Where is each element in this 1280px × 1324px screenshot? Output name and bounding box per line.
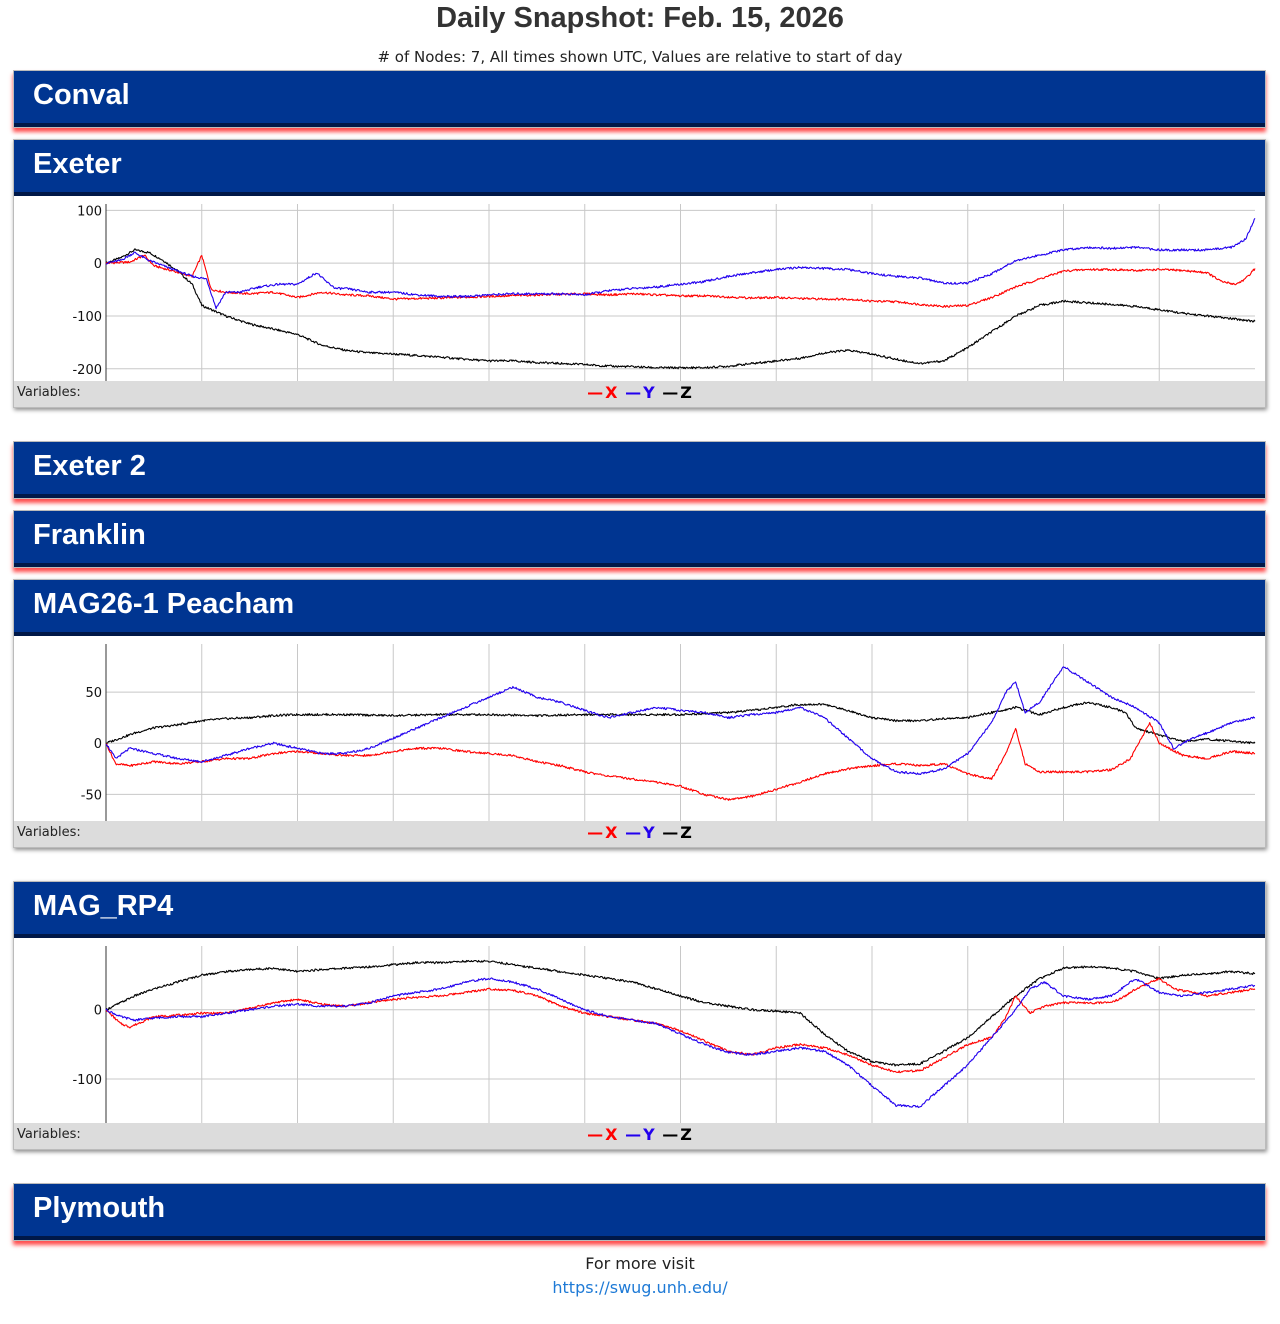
node-panel-conval[interactable]: Conval [13, 70, 1266, 128]
chart-svg-exeter: 15 Feb02:0004:0006:0008:0010:0012:0014:0… [72, 204, 1256, 403]
footer-link[interactable]: https://swug.unh.edu/ [552, 1278, 728, 1297]
variables-label: Variables: [17, 385, 81, 400]
legend: — X — Y — Z [14, 823, 1265, 842]
series-line-x [105, 977, 1256, 1074]
y-tick-label: 100 [77, 204, 102, 219]
variables-bar: Variables: — X — Y — Z [14, 1123, 1265, 1149]
legend-x[interactable]: X [605, 383, 618, 402]
legend-z-dash: — [662, 1125, 679, 1144]
variables-label: Variables: [17, 825, 81, 840]
node-panel-plymouth[interactable]: Plymouth [13, 1183, 1266, 1241]
legend-x-dash: — [587, 1125, 604, 1144]
legend-x-dash: — [587, 383, 604, 402]
y-tick-label: 50 [85, 686, 102, 701]
legend-y-dash: — [625, 1125, 642, 1144]
node-header-plymouth[interactable]: Plymouth [14, 1184, 1265, 1240]
legend-z[interactable]: Z [680, 1125, 692, 1144]
node-header-exeter[interactable]: Exeter [14, 140, 1265, 196]
y-tick-label: -100 [72, 1073, 102, 1088]
node-panel-franklin[interactable]: Franklin [13, 510, 1266, 568]
legend-y[interactable]: Y [643, 1125, 655, 1144]
legend: — X — Y — Z [14, 1125, 1265, 1144]
chart-svg-peacham: 15 Feb02:0004:0006:0008:0010:0012:0014:0… [81, 644, 1256, 843]
y-tick-label: 0 [94, 1004, 102, 1019]
chart-peacham: 15 Feb02:0004:0006:0008:0010:0012:0014:0… [14, 636, 1265, 847]
node-panel-mag-rp4: MAG_RP4 15 Feb02:0004:0006:0008:0010:001… [13, 881, 1266, 1150]
footer-text: For more visit [585, 1254, 695, 1273]
legend-x-dash: — [587, 823, 604, 842]
legend-x[interactable]: X [605, 823, 618, 842]
series-line-z [105, 701, 1256, 745]
legend-z[interactable]: Z [680, 823, 692, 842]
legend-z-dash: — [662, 823, 679, 842]
series-line-z [106, 959, 1256, 1067]
page-title: Daily Snapshot: Feb. 15, 2026 [436, 2, 844, 34]
series-line-y [105, 666, 1256, 775]
y-tick-label: 0 [94, 257, 102, 272]
y-tick-label: -50 [81, 788, 102, 803]
chart-exeter: 15 Feb02:0004:0006:0008:0010:0012:0014:0… [14, 196, 1265, 407]
legend-y-dash: — [625, 383, 642, 402]
series-line-z [105, 248, 1256, 370]
variables-label: Variables: [17, 1127, 81, 1142]
legend-x[interactable]: X [605, 1125, 618, 1144]
legend-y-dash: — [625, 823, 642, 842]
node-panel-exeter-2[interactable]: Exeter 2 [13, 441, 1266, 499]
series-line-y [105, 977, 1256, 1109]
node-header-peacham[interactable]: MAG26-1 Peacham [14, 580, 1265, 636]
series-line-x [105, 722, 1256, 801]
legend-y[interactable]: Y [643, 823, 655, 842]
series-line-x [105, 254, 1256, 308]
page-subtitle: # of Nodes: 7, All times shown UTC, Valu… [377, 48, 903, 66]
variables-bar: Variables: — X — Y — Z [14, 381, 1265, 407]
y-tick-label: 0 [94, 737, 102, 752]
node-panel-peacham: MAG26-1 Peacham 15 Feb02:0004:0006:0008:… [13, 579, 1266, 848]
y-tick-label: -200 [72, 363, 102, 378]
chart-svg-mag-rp4: 15 Feb02:0004:0006:0008:0010:0012:0014:0… [72, 946, 1256, 1145]
chart-mag-rp4: 15 Feb02:0004:0006:0008:0010:0012:0014:0… [14, 938, 1265, 1149]
legend: — X — Y — Z [14, 383, 1265, 402]
node-header-mag-rp4[interactable]: MAG_RP4 [14, 882, 1265, 938]
legend-z[interactable]: Z [680, 383, 692, 402]
node-header-conval[interactable]: Conval [14, 71, 1265, 127]
legend-z-dash: — [662, 383, 679, 402]
legend-y[interactable]: Y [643, 383, 655, 402]
node-header-exeter-2[interactable]: Exeter 2 [14, 442, 1265, 498]
y-tick-label: -100 [72, 310, 102, 325]
series-line-y [105, 217, 1256, 310]
node-header-franklin[interactable]: Franklin [14, 511, 1265, 567]
node-panel-exeter: Exeter 15 Feb02:0004:0006:0008:0010:0012… [13, 139, 1266, 408]
variables-bar: Variables: — X — Y — Z [14, 821, 1265, 847]
